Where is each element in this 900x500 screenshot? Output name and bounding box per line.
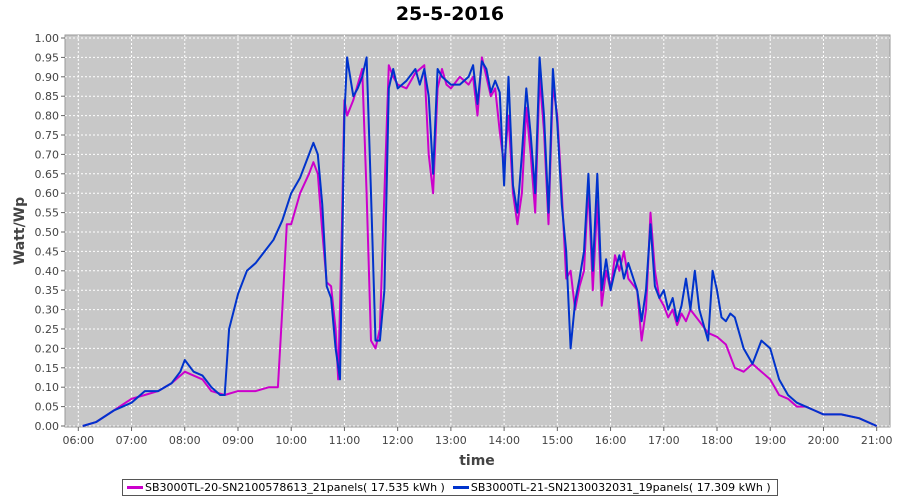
y-tick-label: 0.15 — [35, 362, 60, 375]
grid-lines — [65, 35, 890, 427]
y-tick-label: 0.75 — [35, 129, 60, 142]
x-tick-label: 12:00 — [382, 434, 414, 447]
y-tick-label: 0.60 — [35, 187, 60, 200]
y-tick-label: 0.55 — [35, 207, 60, 220]
x-axis-label: time — [459, 453, 495, 469]
y-tick-label: 0.90 — [35, 71, 60, 84]
x-tick-label: 14:00 — [488, 434, 520, 447]
axes: 0.00 0.05 0.10 0.15 0.20 0.25 0.30 0.35 0.40 0.45… — [35, 32, 893, 447]
y-tick-label: 0.20 — [35, 342, 60, 355]
y-tick-label: 0.25 — [35, 323, 60, 336]
y-tick-label: 0.00 — [35, 420, 60, 433]
x-tick-label: 11:00 — [329, 434, 361, 447]
x-tick-label: 17:00 — [648, 434, 680, 447]
x-tick-label: 13:00 — [435, 434, 467, 447]
x-tick-label: 07:00 — [116, 434, 148, 447]
chart-title: 25-5-2016 — [395, 3, 505, 25]
legend-swatch — [452, 486, 469, 489]
chart-legend: SB3000TL-20-SN2100578613_21panels( 17.53… — [122, 479, 778, 496]
x-tick-label: 21:00 — [861, 434, 893, 447]
series-lines — [82, 56, 878, 427]
y-tick-label: 0.40 — [35, 265, 60, 278]
y-tick-label: 0.85 — [35, 90, 60, 103]
series-line-2 — [82, 56, 878, 427]
legend-label: SB3000TL-21-SN2130032031_19panels( 17.30… — [470, 481, 771, 494]
y-tick-label: 0.45 — [35, 245, 60, 258]
y-tick-label: 0.80 — [35, 110, 60, 123]
y-tick-label: 0.65 — [35, 168, 60, 181]
x-tick-label: 19:00 — [754, 434, 786, 447]
legend-item-series-1: SB3000TL-20-SN2100578613_21panels( 17.53… — [127, 481, 445, 494]
x-tick-label: 18:00 — [701, 434, 733, 447]
x-tick-label: 06:00 — [62, 434, 94, 447]
y-tick-label: 0.50 — [35, 226, 60, 239]
y-axis-label: Watt/Wp — [12, 197, 28, 265]
series-line-1 — [82, 56, 878, 427]
legend-label: SB3000TL-20-SN2100578613_21panels( 17.53… — [145, 481, 445, 494]
x-tick-label: 10:00 — [275, 434, 307, 447]
y-tick-label: 1.00 — [35, 32, 60, 45]
y-tick-label: 0.70 — [35, 148, 60, 161]
legend-item-series-2: SB3000TL-21-SN2130032031_19panels( 17.30… — [452, 481, 771, 494]
x-tick-label: 15:00 — [541, 434, 573, 447]
y-tick-label: 0.35 — [35, 284, 60, 297]
y-tick-label: 0.30 — [35, 304, 60, 317]
x-tick-label: 08:00 — [169, 434, 201, 447]
x-tick-label: 16:00 — [595, 434, 627, 447]
legend-swatch — [127, 486, 143, 489]
x-tick-label: 20:00 — [808, 434, 840, 447]
y-tick-label: 0.05 — [35, 401, 60, 414]
y-tick-label: 0.10 — [35, 381, 60, 394]
y-tick-label: 0.95 — [35, 51, 60, 64]
x-tick-label: 09:00 — [222, 434, 254, 447]
